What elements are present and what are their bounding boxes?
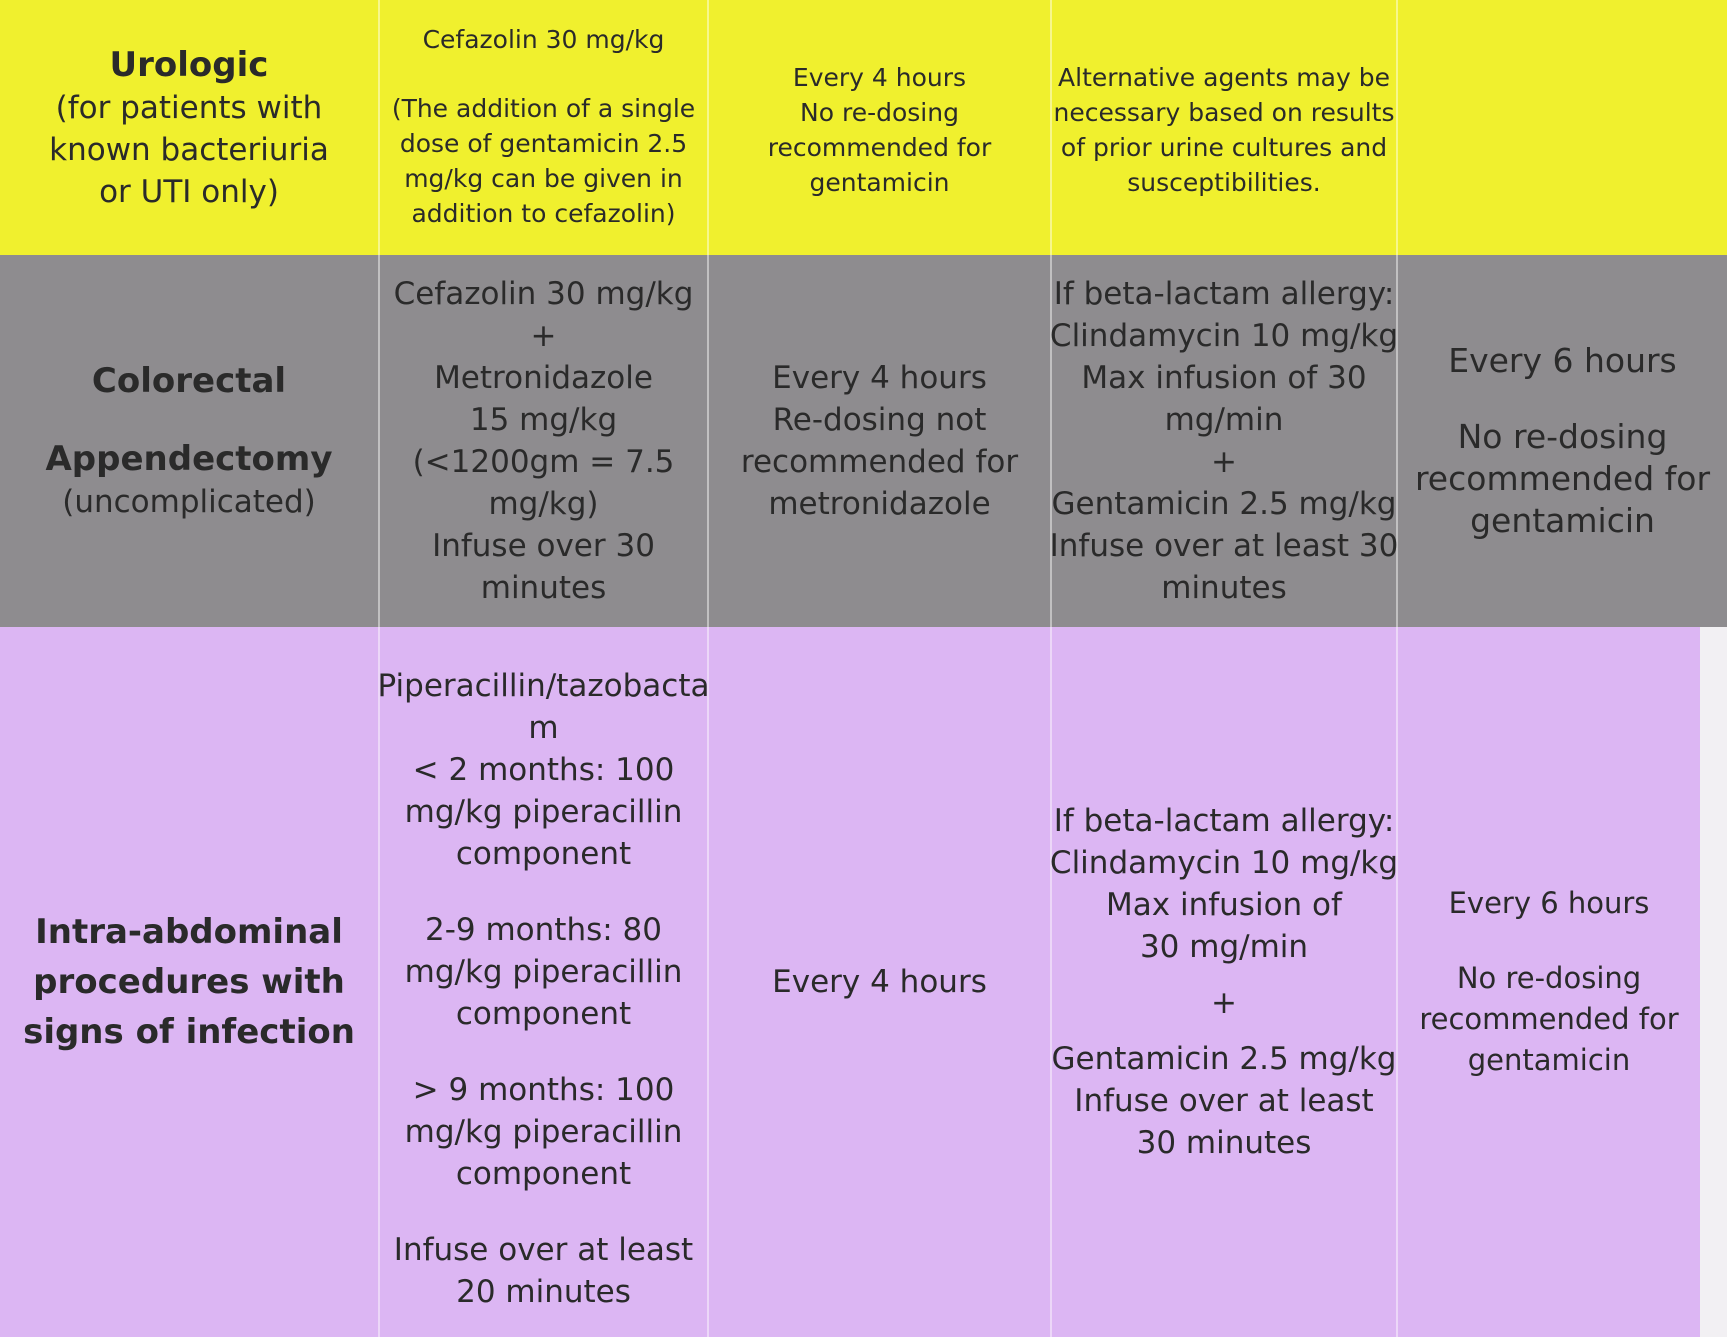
alternative-line: If beta-lactam allergy: [1053,276,1395,312]
agent-line: Infuse over at least [393,1232,694,1268]
agent-line: mg/kg piperacillin [404,954,683,990]
alt-redosing-line: No re-dosing [1456,961,1642,995]
agent-line: addition to cefazolin) [411,199,676,228]
agent-cell: Piperacillin/tazobacta m < 2 months: 100… [377,627,710,1337]
agent-line: mg/kg) [488,486,599,522]
redosing-line: Every 4 hours [792,63,967,92]
agent-line: Metronidazole [434,360,653,396]
alternative-line: Clindamycin 10 mg/kg [1049,318,1399,354]
procedure-cell: Colorectal Appendectomy (uncomplicated) [0,255,380,627]
procedure-title-line: procedures with [33,962,345,1002]
alt-redosing-line: Every 6 hours [1448,341,1677,380]
alternative-line: Clindamycin 10 mg/kg [1049,845,1399,881]
agent-line: Infuse over 30 [432,528,655,564]
alt-redosing-cell: Every 6 hours No re-dosing recommended f… [1398,627,1700,1337]
redosing-cell: Every 4 hours No re-dosing recommended f… [709,0,1052,255]
agent-cell: Cefazolin 30 mg/kg + Metronidazole 15 mg… [380,255,709,627]
alternative-line: Infuse over at least [1074,1083,1374,1119]
procedure-title-secondary: Appendectomy [45,439,333,479]
alternative-line: Alternative agents may be [1058,63,1390,92]
agent-line: Piperacillin/tazobacta [377,668,710,704]
agent-line: minutes [480,570,607,606]
alt-redosing-line: No re-dosing [1457,417,1668,456]
redosing-line: recommended for [767,133,992,162]
agent-line: (<1200gm = 7.5 [412,444,675,480]
procedure-note-line: or UTI only) [99,173,279,210]
alt-redosing-cell [1398,0,1727,255]
procedure-title: Urologic [109,44,269,85]
agent-line: mg/kg piperacillin [404,1114,683,1150]
agent-line: component [455,836,632,872]
alt-redosing-line: recommended for [1419,1002,1679,1036]
procedure-title-line: Intra-abdominal [35,912,343,952]
alternative-line: Infuse over at least 30 [1049,528,1399,564]
procedure-note-line: known bacteriuria [49,131,329,168]
agent-line: (The addition of a single [391,94,696,123]
agent-line: dose of gentamicin 2.5 [399,129,688,158]
procedure-title: Colorectal [91,361,287,401]
redosing-line: metronidazole [768,486,991,522]
procedure-cell: Intra-abdominal procedures with signs of… [0,627,380,1337]
agent-line: 2-9 months: 80 [425,912,662,948]
agent-line: Cefazolin 30 mg/kg [422,25,665,54]
alt-redosing-line: Every 6 hours [1448,886,1650,920]
alternative-cell: Alternative agents may be necessary base… [1052,0,1398,255]
alternative-line: + [1211,444,1237,480]
agent-line: < 2 months: 100 [412,752,675,788]
agent-cell: Cefazolin 30 mg/kg (The addition of a si… [380,0,709,255]
alt-redosing-line: gentamicin [1467,1043,1631,1077]
alternative-line: + [1211,985,1237,1021]
agent-line: mg/kg can be given in [404,164,683,193]
redosing-line: Re-dosing not [772,402,987,438]
agent-line: component [455,1156,632,1192]
table-row-urologic: Urologic (for patients with known bacter… [0,0,1727,255]
alternative-line: minutes [1161,570,1287,606]
procedure-cell: Urologic (for patients with known bacter… [0,0,380,255]
agent-line: Cefazolin 30 mg/kg [393,276,694,312]
redosing-line: Every 4 hours [772,360,987,396]
redosing-line: gentamicin [809,168,950,197]
alternative-line: Max infusion of [1106,887,1342,923]
agent-line: m [528,710,559,746]
alternative-line: Max infusion of 30 [1081,360,1367,396]
agent-line: component [455,996,632,1032]
alternative-line: 30 mg/min [1139,929,1309,965]
alt-redosing-line: gentamicin [1470,501,1655,540]
procedure-title-line: signs of infection [23,1012,355,1052]
redosing-cell: Every 4 hours Re-dosing not recommended … [709,255,1052,627]
alt-redosing-line: recommended for [1414,459,1711,498]
table-row-intra-abdominal: Intra-abdominal procedures with signs of… [0,627,1700,1337]
agent-line: 15 mg/kg [469,402,618,438]
agent-line: + [530,318,557,354]
table-row-colorectal: Colorectal Appendectomy (uncomplicated) … [0,255,1727,627]
alternative-line: of prior urine cultures and [1060,133,1388,162]
alternative-cell: If beta-lactam allergy: Clindamycin 10 m… [1049,627,1399,1337]
procedure-note-line: (for patients with [55,89,323,126]
alternative-line: susceptibilities. [1127,168,1321,197]
alternative-line: Gentamicin 2.5 mg/kg [1051,1041,1397,1077]
alternative-line: mg/min [1164,402,1284,438]
redosing-cell: Every 4 hours [709,627,1052,1337]
redosing-line: No re-dosing [800,98,959,127]
agent-line: mg/kg piperacillin [404,794,683,830]
procedure-note: (uncomplicated) [62,484,316,520]
alt-redosing-cell: Every 6 hours No re-dosing recommended f… [1398,255,1727,627]
alternative-cell: If beta-lactam allergy: Clindamycin 10 m… [1049,255,1399,627]
agent-line: > 9 months: 100 [412,1072,675,1108]
alternative-line: Gentamicin 2.5 mg/kg [1051,486,1397,522]
agent-line: 20 minutes [456,1274,631,1310]
alternative-line: If beta-lactam allergy: [1053,803,1395,839]
redosing-line: recommended for [740,444,1019,480]
alternative-line: necessary based on results [1053,98,1395,127]
redosing-line: Every 4 hours [772,964,987,1000]
alternative-line: 30 minutes [1136,1125,1312,1161]
